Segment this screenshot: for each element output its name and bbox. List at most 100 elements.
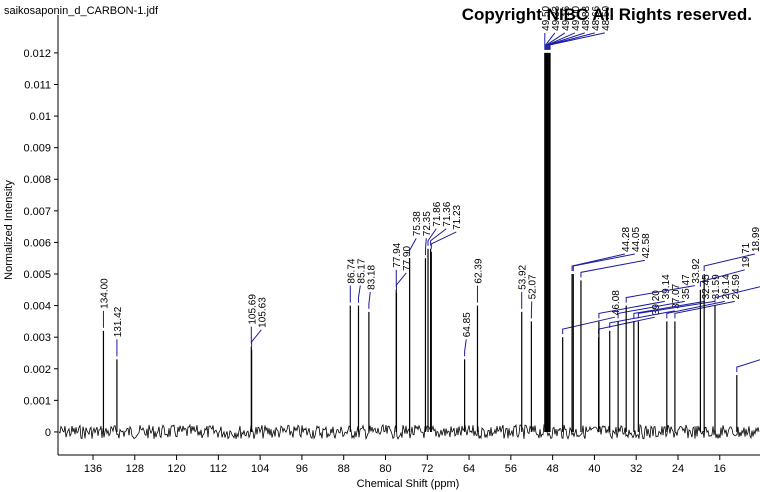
y-tick-label: 0 bbox=[45, 427, 51, 439]
peak-label: 49.50 bbox=[541, 5, 552, 30]
x-tick-label: 88 bbox=[338, 463, 350, 475]
label-leader bbox=[395, 272, 407, 290]
y-tick-label: 0.012 bbox=[23, 48, 51, 60]
x-axis-title: Chemical Shift (ppm) bbox=[357, 478, 460, 490]
x-tick-label: 72 bbox=[421, 463, 433, 475]
x-tick-label: 16 bbox=[714, 463, 726, 475]
peak-label: 42.58 bbox=[641, 233, 652, 258]
label-leader bbox=[409, 237, 417, 256]
label-leader bbox=[609, 310, 675, 328]
label-leader bbox=[427, 228, 437, 246]
label-leader bbox=[549, 32, 605, 50]
peak-label: 52.07 bbox=[528, 274, 539, 299]
label-leader bbox=[547, 32, 585, 50]
x-tick-label: 96 bbox=[296, 463, 308, 475]
y-axis-title: Normalized Intensity bbox=[3, 180, 15, 280]
copyright: Copyright NIBC All Rights reserved. bbox=[462, 5, 752, 24]
peak-label: 105.63 bbox=[257, 297, 268, 328]
label-leader bbox=[545, 32, 556, 50]
peak-label: 32.45 bbox=[701, 274, 712, 299]
peak-label: 77.94 bbox=[392, 242, 403, 267]
label-leader bbox=[464, 339, 467, 357]
x-tick-label: 104 bbox=[251, 463, 269, 475]
peak-label: 49.00 bbox=[571, 5, 582, 30]
y-tick-label: 0.01 bbox=[30, 111, 51, 123]
label-leader bbox=[546, 32, 576, 50]
label-leader bbox=[617, 300, 685, 319]
label-leader bbox=[598, 300, 665, 319]
label-leader bbox=[368, 291, 371, 309]
peak-label: 49.33 bbox=[551, 5, 562, 30]
x-tick-label: 120 bbox=[167, 463, 185, 475]
peak-label: 26.14 bbox=[721, 274, 732, 299]
peak-label: 71.36 bbox=[442, 201, 453, 226]
label-leader bbox=[430, 231, 457, 249]
label-leader bbox=[699, 269, 745, 287]
label-leader bbox=[703, 253, 755, 272]
peak-label: 39.14 bbox=[661, 274, 672, 299]
label-leader bbox=[424, 238, 427, 256]
peak-label: 53.92 bbox=[518, 264, 529, 289]
label-leader bbox=[546, 32, 566, 50]
label-leader bbox=[674, 300, 735, 319]
y-tick-label: 0.006 bbox=[23, 237, 51, 249]
label-leader bbox=[562, 316, 615, 335]
label-leader bbox=[714, 286, 760, 303]
y-tick-label: 0.008 bbox=[23, 174, 51, 186]
x-tick-label: 64 bbox=[463, 463, 475, 475]
label-leader bbox=[580, 259, 645, 278]
peak-label: 24.59 bbox=[731, 274, 742, 299]
baseline-noise bbox=[58, 423, 760, 441]
peak-label: 37.07 bbox=[671, 283, 682, 308]
peak-label: 64.85 bbox=[462, 312, 473, 337]
x-tick-label: 136 bbox=[84, 463, 102, 475]
peak-label: 44.28 bbox=[621, 227, 632, 252]
y-tick-label: 0.003 bbox=[23, 332, 51, 344]
peak-label: 31.59 bbox=[711, 274, 722, 299]
peak-label: 62.39 bbox=[473, 258, 484, 283]
peak-label: 131.42 bbox=[113, 306, 124, 337]
label-leader bbox=[637, 300, 715, 319]
x-tick-label: 56 bbox=[505, 463, 517, 475]
peak-label: 48.50 bbox=[601, 5, 612, 30]
peak-label: 19.71 bbox=[741, 242, 752, 267]
peak-label: 49.16 bbox=[561, 5, 572, 30]
y-tick-label: 0.007 bbox=[23, 206, 51, 218]
peak-label: 86.74 bbox=[346, 258, 357, 283]
y-tick-label: 0.011 bbox=[24, 79, 51, 91]
x-tick-label: 32 bbox=[630, 463, 642, 475]
peak-label: 105.69 bbox=[247, 294, 258, 325]
label-leader bbox=[633, 300, 705, 319]
peak-label: 18.99 bbox=[751, 227, 760, 252]
peak-label: 48.66 bbox=[591, 5, 602, 30]
label-leader bbox=[430, 228, 447, 246]
peak-label: 71.23 bbox=[452, 204, 463, 229]
label-leader bbox=[736, 359, 760, 373]
label-leader bbox=[357, 285, 361, 303]
peak-label: 71.86 bbox=[432, 201, 443, 226]
label-leader bbox=[572, 253, 635, 272]
x-tick-label: 80 bbox=[379, 463, 391, 475]
label-leader bbox=[548, 32, 595, 50]
x-tick-label: 128 bbox=[126, 463, 144, 475]
peak-label: 33.92 bbox=[691, 258, 702, 283]
x-tick-label: 48 bbox=[547, 463, 559, 475]
x-tick-label: 40 bbox=[588, 463, 600, 475]
peak-label: 75.38 bbox=[412, 211, 423, 236]
peak-label: 85.17 bbox=[356, 258, 367, 283]
peak-label: 46.08 bbox=[611, 290, 622, 315]
peak-label: 77.90 bbox=[402, 245, 413, 270]
label-leader bbox=[571, 253, 625, 272]
y-tick-label: 0.005 bbox=[23, 269, 51, 281]
peak-label: 48.83 bbox=[581, 5, 592, 30]
label-leader bbox=[625, 285, 695, 303]
peak-label: 134.00 bbox=[99, 278, 110, 309]
y-tick-label: 0.002 bbox=[23, 364, 51, 376]
y-tick-label: 0.004 bbox=[23, 301, 51, 313]
x-tick-label: 112 bbox=[210, 463, 228, 475]
y-tick-label: 0.001 bbox=[23, 395, 51, 407]
label-leader bbox=[666, 300, 725, 319]
chart-title: saikosaponin_d_CARBON-1.jdf bbox=[4, 5, 159, 17]
peak-label: 72.35 bbox=[422, 211, 433, 236]
